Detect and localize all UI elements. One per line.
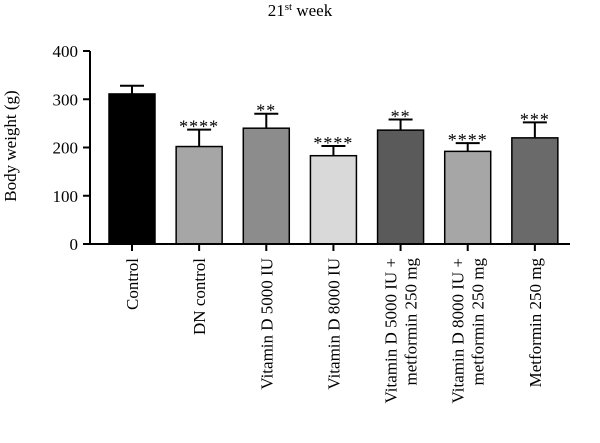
chart-title-superscript: st bbox=[285, 1, 292, 13]
significance-label: ** bbox=[256, 101, 276, 121]
significance-label: ** bbox=[391, 107, 411, 127]
x-tick-label: Control bbox=[123, 258, 142, 310]
bar bbox=[175, 145, 223, 245]
significance-label: **** bbox=[448, 130, 488, 150]
x-tick-label-line: metformin 250 mg bbox=[469, 258, 488, 386]
significance-label: **** bbox=[313, 133, 353, 153]
x-tick-label-line: Vitamin D 5000 IU bbox=[257, 258, 276, 390]
x-tick-label-line: Vitamin D 8000 IU bbox=[324, 258, 343, 390]
x-tick-label: Vitamin D 8000 IU bbox=[324, 258, 343, 390]
y-tick-label: 200 bbox=[53, 139, 79, 158]
x-tick-label: Vitamin D 5000 IU bbox=[257, 258, 276, 390]
chart-title: 21st week bbox=[268, 1, 333, 20]
x-tick-label-line: Metformin 250 mg bbox=[526, 258, 545, 388]
y-axis: 0 100 200 300 400 bbox=[53, 42, 91, 254]
bar bbox=[443, 150, 492, 245]
x-tick-label: DN control bbox=[190, 258, 209, 335]
x-tick-label: Vitamin D 5000 IU +metformin 250 mg bbox=[382, 258, 421, 404]
y-tick-label: 100 bbox=[53, 187, 79, 206]
bar bbox=[309, 154, 358, 245]
x-tick-label-line: Vitamin D 5000 IU + bbox=[382, 258, 401, 404]
bar bbox=[242, 127, 291, 245]
y-tick-label: 400 bbox=[53, 42, 79, 61]
bar bbox=[511, 137, 559, 245]
significance-label: *** bbox=[520, 109, 550, 129]
x-tick-label-line: metformin 250 mg bbox=[402, 258, 421, 386]
x-tick-label: Metformin 250 mg bbox=[526, 258, 545, 388]
y-axis-title: Body weight (g) bbox=[1, 90, 20, 201]
y-tick-label: 0 bbox=[70, 235, 79, 254]
significance-label: **** bbox=[179, 117, 219, 137]
x-tick-label-line: DN control bbox=[190, 258, 209, 335]
chart-title-main: 21 bbox=[268, 1, 285, 20]
bars-group: ******************* bbox=[108, 84, 559, 245]
bar bbox=[376, 129, 425, 245]
x-tick-label-line: Control bbox=[123, 258, 142, 310]
x-tick-label: Vitamin D 8000 IU +metformin 250 mg bbox=[449, 258, 488, 404]
y-tick-label: 300 bbox=[53, 90, 79, 109]
x-tick-label-line: Vitamin D 8000 IU + bbox=[449, 258, 468, 404]
x-axis: Control DN control Vitamin D 5000 IU Vitami… bbox=[90, 243, 570, 404]
chart-title-rest: week bbox=[292, 1, 333, 20]
bar bbox=[108, 93, 156, 245]
